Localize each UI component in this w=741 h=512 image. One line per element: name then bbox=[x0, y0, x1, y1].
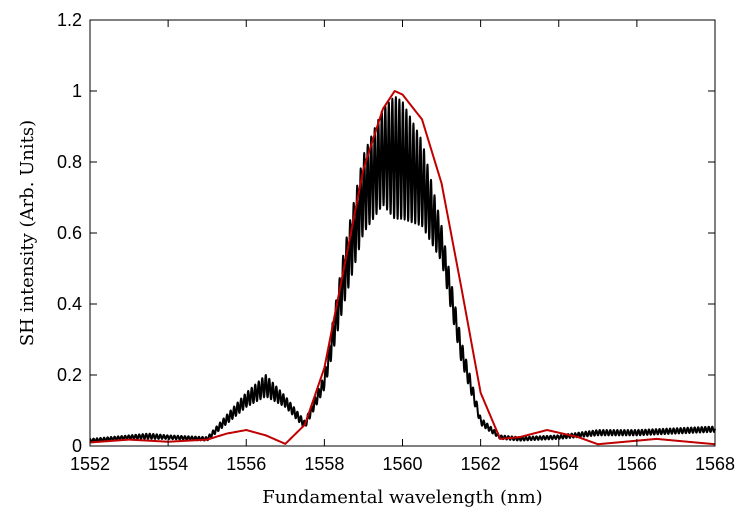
simulated-series-line bbox=[89, 90, 716, 446]
y-axis-ticks: 0 0.2 0.4 0.6 0.8 1 1.2 bbox=[57, 10, 715, 456]
x-tick-label: 1554 bbox=[148, 454, 188, 474]
x-axis-ticks: 1552 1554 1556 1558 1560 1562 1564 1566 1568 bbox=[70, 20, 735, 474]
y-tick-label: 0.2 bbox=[57, 365, 82, 385]
x-tick-label: 1562 bbox=[461, 454, 501, 474]
x-tick-label: 1560 bbox=[382, 454, 422, 474]
y-tick-label: 0 bbox=[72, 436, 82, 456]
x-tick-label: 1566 bbox=[617, 454, 657, 474]
plot-area-frame bbox=[89, 19, 716, 447]
simulated-series bbox=[89, 90, 716, 446]
x-tick-label: 1568 bbox=[695, 454, 735, 474]
y-axis-label: SH intensity (Arb. Units) bbox=[17, 120, 38, 346]
x-axis-label: Fundamental wavelength (nm) bbox=[262, 487, 542, 508]
x-tick-label: 1564 bbox=[539, 454, 579, 474]
x-tick-label: 1558 bbox=[304, 454, 344, 474]
y-tick-label: 0.6 bbox=[57, 223, 82, 243]
y-tick-label: 0.4 bbox=[57, 294, 82, 314]
y-tick-label: 0.8 bbox=[57, 152, 82, 172]
x-tick-label: 1552 bbox=[70, 454, 110, 474]
y-tick-label: 1 bbox=[72, 81, 82, 101]
x-tick-label: 1556 bbox=[226, 454, 266, 474]
y-tick-label: 1.2 bbox=[57, 10, 82, 30]
